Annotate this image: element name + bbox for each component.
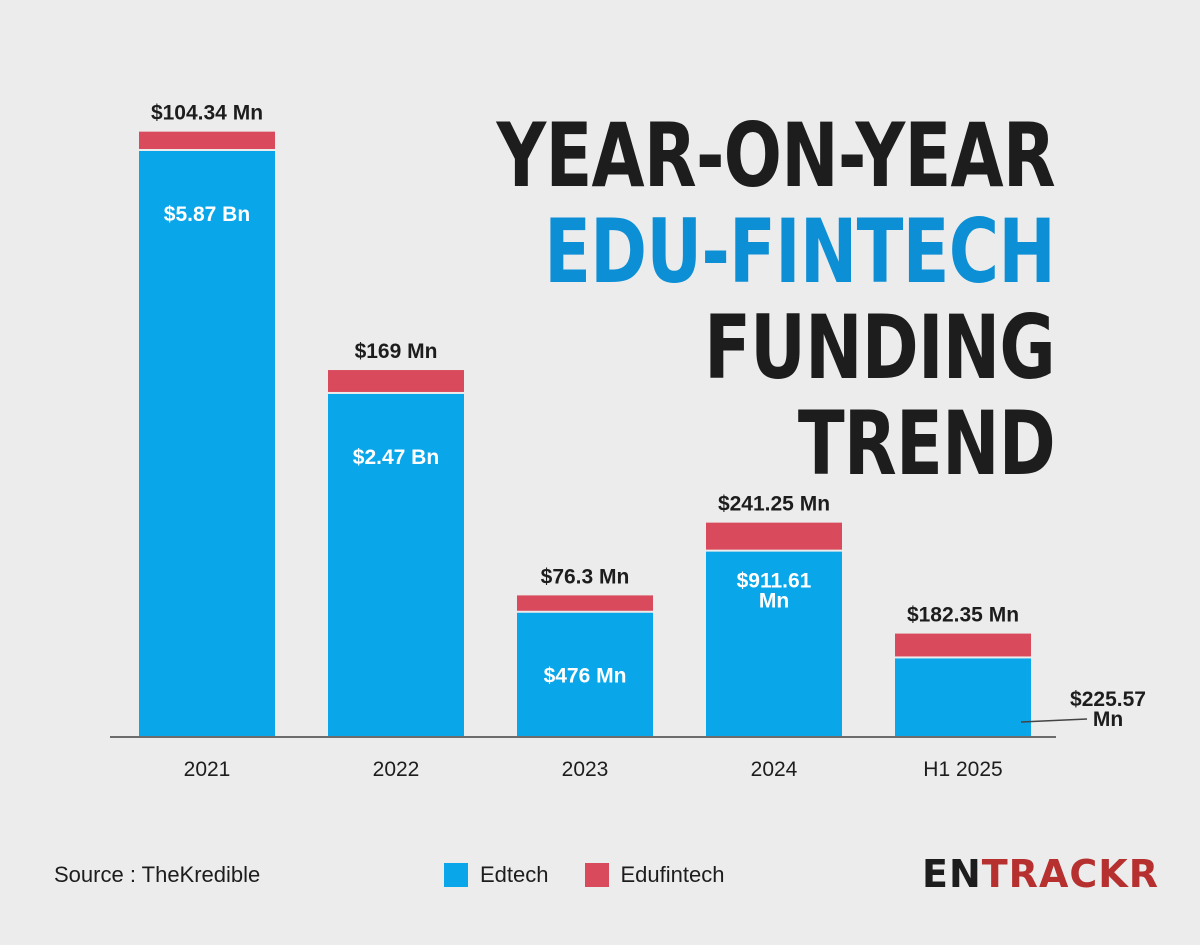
bar-edufintech-3 bbox=[706, 522, 842, 550]
tick-label-2: 2023 bbox=[562, 758, 609, 781]
bar-edtech-1 bbox=[328, 393, 464, 736]
label-edufintech-3: $241.25 Mn bbox=[718, 493, 830, 516]
title-line-3: FUNDING bbox=[704, 296, 1056, 399]
data-labels: $104.34 Mn $5.87 Bn $169 Mn $2.47 Bn $76.3 M… bbox=[151, 102, 1146, 731]
legend-item-edufintech: Edufintech bbox=[584, 862, 725, 888]
bar-edufintech-4 bbox=[895, 633, 1031, 657]
tick-label-3: 2024 bbox=[751, 758, 798, 781]
label-edtech-0: $5.87 Bn bbox=[164, 203, 250, 226]
bars-group bbox=[139, 131, 1031, 736]
label-edtech-3-line1: $911.61 bbox=[737, 570, 812, 593]
label-edtech-1: $2.47 Bn bbox=[353, 446, 439, 469]
brand-logo-part2: TRACKR bbox=[981, 852, 1159, 896]
bar-edtech-3 bbox=[706, 551, 842, 736]
bar-edtech-4 bbox=[895, 658, 1031, 736]
label-edtech-2: $476 Mn bbox=[544, 664, 627, 687]
bar-edtech-2 bbox=[517, 612, 653, 736]
brand-logo-part1: EN bbox=[922, 852, 982, 896]
label-edufintech-0: $104.34 Mn bbox=[151, 102, 263, 125]
bar-edufintech-0 bbox=[139, 131, 275, 149]
bar-edufintech-1 bbox=[328, 370, 464, 392]
chart-title: YEAR-ON-YEAR EDU-FINTECH FUNDING TREND bbox=[339, 104, 1056, 495]
x-axis-ticks: 2021 2022 2023 2024 H1 2025 bbox=[184, 758, 1003, 781]
label-edtech-4-line1: $225.57 bbox=[1070, 688, 1146, 711]
source-note: Source : TheKredible bbox=[54, 862, 261, 887]
tick-label-0: 2021 bbox=[184, 758, 231, 781]
legend-label-edufintech: Edufintech bbox=[620, 862, 725, 887]
callout-line-4 bbox=[1020, 718, 1088, 723]
label-edufintech-2: $76.3 Mn bbox=[541, 565, 630, 588]
label-edtech-4-line2: Mn bbox=[1093, 708, 1123, 731]
legend-swatch-edufintech bbox=[584, 863, 609, 887]
label-edufintech-4: $182.35 Mn bbox=[907, 604, 1019, 627]
title-line-2: EDU-FINTECH bbox=[544, 200, 1056, 303]
legend-swatch-edtech bbox=[444, 863, 468, 887]
title-line-1: YEAR-ON-YEAR bbox=[496, 104, 1056, 207]
bar-edufintech-2 bbox=[517, 595, 653, 611]
brand-logo: ENTRACKR bbox=[922, 852, 1159, 896]
label-edtech-3-line2: Mn bbox=[759, 590, 789, 613]
legend-item-edtech: Edtech bbox=[444, 862, 549, 888]
title-line-4: TREND bbox=[797, 392, 1056, 495]
label-edufintech-1: $169 Mn bbox=[355, 340, 438, 363]
legend: Edtech Edufintech bbox=[444, 862, 746, 888]
legend-label-edtech: Edtech bbox=[480, 862, 549, 887]
tick-label-4: H1 2025 bbox=[923, 758, 1002, 781]
tick-label-1: 2022 bbox=[373, 758, 420, 781]
bar-edtech-0 bbox=[139, 151, 275, 736]
